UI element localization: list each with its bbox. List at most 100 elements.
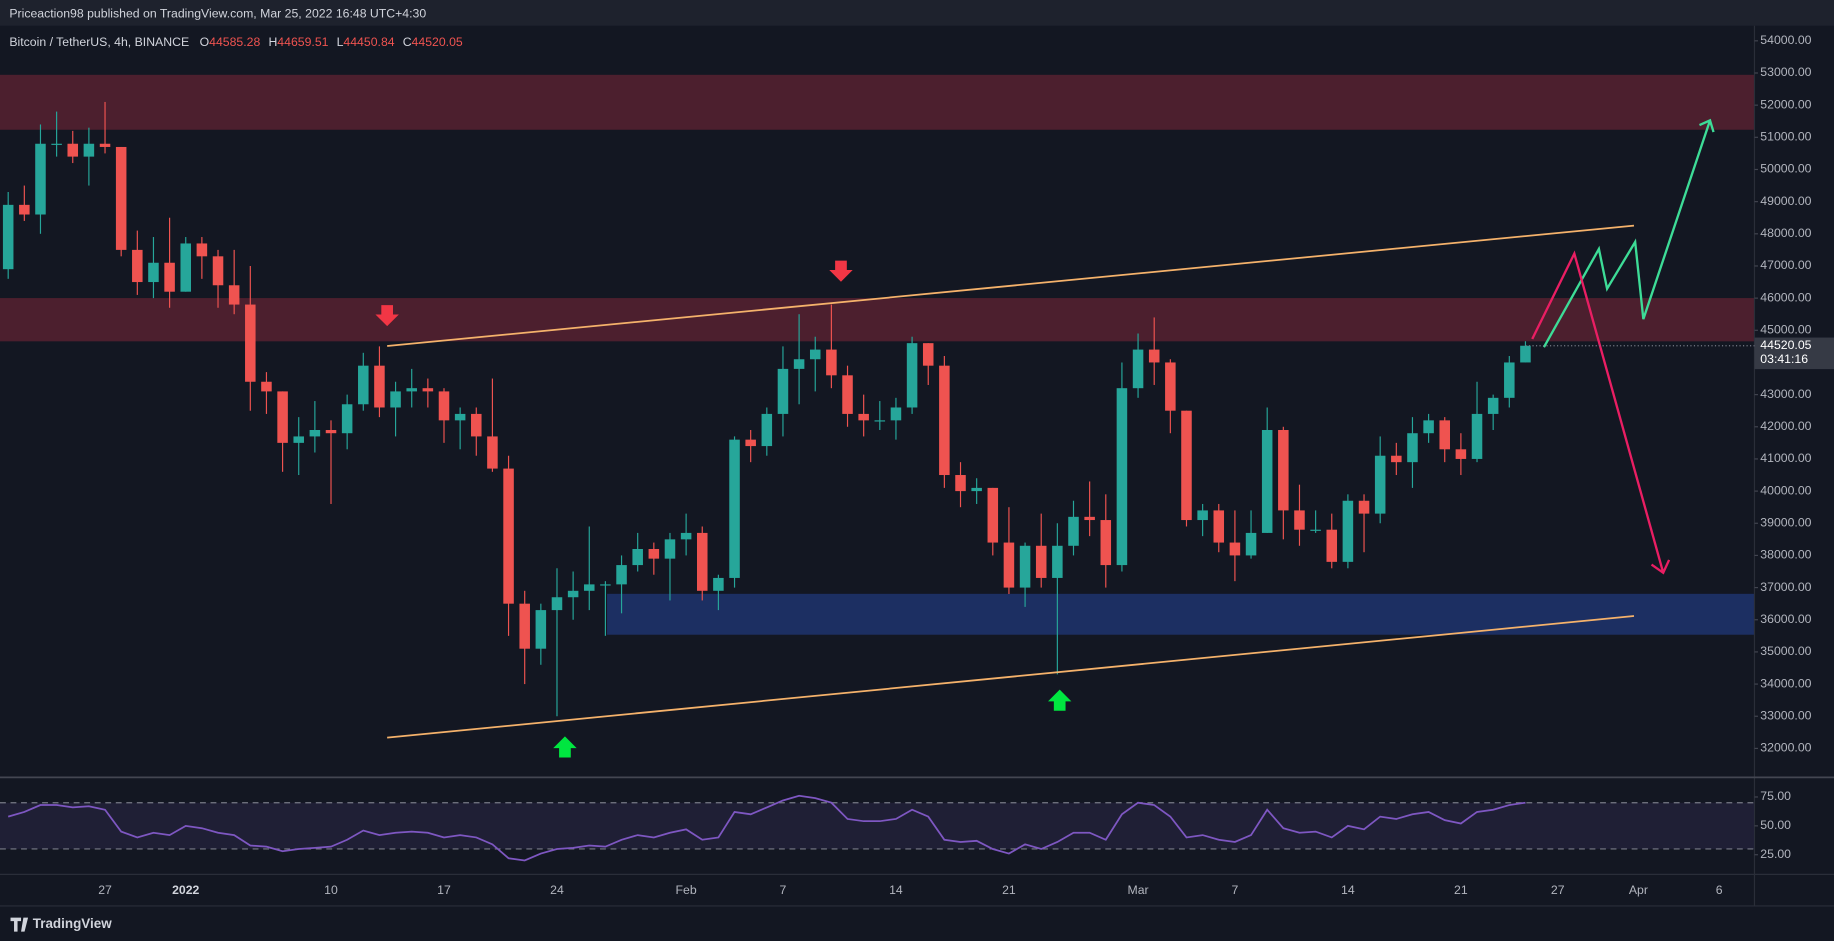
candle-body (358, 365, 369, 405)
candle-body (955, 475, 966, 492)
candle-body (1100, 520, 1112, 566)
y-tick-label: 51000.00 (1760, 130, 1811, 144)
rsi-band (0, 802, 1755, 849)
candle-body (551, 597, 563, 611)
candle-body (1310, 529, 1321, 531)
x-tick-label: 14 (889, 883, 903, 897)
candle-body (729, 439, 740, 578)
candle-body (115, 146, 127, 250)
candle-body (842, 375, 853, 414)
legend: Bitcoin / TetherUS, 4h, BINANCE O44585.2… (9, 35, 463, 49)
candle-body (761, 413, 773, 447)
arrow-head (1699, 118, 1715, 133)
y-tick-label: 46000.00 (1760, 290, 1811, 304)
ohlc-label: C (403, 35, 412, 49)
candle-body (180, 243, 192, 292)
candle-body (1116, 388, 1128, 566)
y-tick-label: 54000.00 (1760, 33, 1811, 47)
candle-body (616, 565, 627, 585)
x-tick-label: 17 (437, 883, 451, 897)
candle-body (1294, 510, 1305, 530)
x-tick-label: 24 (550, 883, 564, 897)
candle-body (664, 539, 676, 559)
bear-projection (1531, 250, 1665, 574)
candle-body (939, 365, 950, 476)
candle-body (1084, 516, 1095, 521)
y-tick-label: 50.00 (1760, 818, 1791, 832)
x-tick-label: 21 (1454, 883, 1468, 897)
candle-body (600, 584, 611, 586)
candle-body (35, 143, 46, 215)
y-tick-label: 45000.00 (1760, 323, 1811, 337)
candle-body (713, 577, 724, 591)
candle-body (906, 343, 918, 408)
candle-body (487, 436, 498, 469)
candle-body (471, 413, 482, 437)
ohlc-value: 44659.51 (277, 35, 328, 49)
bull-projection (1542, 120, 1712, 348)
y-tick-label: 40000.00 (1760, 483, 1811, 497)
candle-body (19, 204, 30, 215)
candle-body (422, 388, 434, 392)
candle-body (1181, 410, 1192, 521)
y-tick-label: 52000.00 (1760, 97, 1811, 111)
candle-body (374, 365, 385, 408)
candle-body (454, 413, 466, 421)
candle-body (309, 429, 321, 437)
brand: TradingView (33, 916, 112, 931)
candle-body (1197, 510, 1208, 521)
candle-body (67, 143, 79, 157)
candle-body (680, 532, 692, 540)
candle-body (438, 391, 450, 421)
footer (0, 905, 1834, 941)
x-tick-label: Mar (1127, 883, 1148, 897)
x-tick-label: 2022 (172, 883, 199, 897)
channel-upper (387, 224, 1635, 347)
y-tick-label: 32000.00 (1760, 741, 1811, 755)
ohlc-label: L (337, 35, 344, 49)
candle-body (228, 285, 240, 305)
candle-body (1407, 433, 1418, 463)
y-tick-label: 33000.00 (1760, 708, 1811, 722)
candle-body (1520, 345, 1531, 363)
y-tick-label: 35000.00 (1760, 644, 1811, 658)
candle-body (648, 548, 660, 559)
candle-body (987, 487, 999, 543)
candle-body (132, 249, 143, 283)
ohlc-label: O (200, 35, 210, 49)
down-arrow (829, 260, 853, 282)
y-tick-label: 53000.00 (1760, 65, 1811, 79)
y-tick-label: 42000.00 (1760, 419, 1811, 433)
channel-lower (387, 615, 1635, 739)
candle-body (277, 391, 288, 443)
y-tick-label: 47000.00 (1760, 258, 1811, 272)
ohlc-value: 44520.05 (412, 35, 463, 49)
candle-body (1391, 455, 1402, 463)
candle-body (890, 407, 902, 421)
x-tick-label: Apr (1629, 883, 1648, 897)
candles (0, 101, 1755, 862)
x-tick-label: 7 (780, 883, 787, 897)
candle-body (83, 143, 95, 157)
candle-body (1068, 516, 1079, 546)
y-tick-label: 39000.00 (1760, 516, 1811, 530)
y-tick-label: 43000.00 (1760, 387, 1811, 401)
candle-body (809, 349, 821, 360)
candle-body (535, 610, 547, 649)
candle-body (519, 603, 530, 649)
candle-body (51, 143, 62, 145)
candle-body (1213, 510, 1225, 543)
down-arrow (375, 305, 399, 327)
candle-body (1504, 362, 1515, 398)
candle-body (212, 256, 224, 286)
candle-body (164, 262, 175, 292)
symbol: Bitcoin / TetherUS, 4h, BINANCE (9, 35, 189, 49)
candle-body (1471, 413, 1483, 459)
candle-body (745, 439, 756, 447)
candle-body (922, 343, 934, 366)
resistance-zone (0, 298, 1755, 342)
candle-body (1439, 420, 1451, 450)
candle-body (1261, 429, 1273, 533)
